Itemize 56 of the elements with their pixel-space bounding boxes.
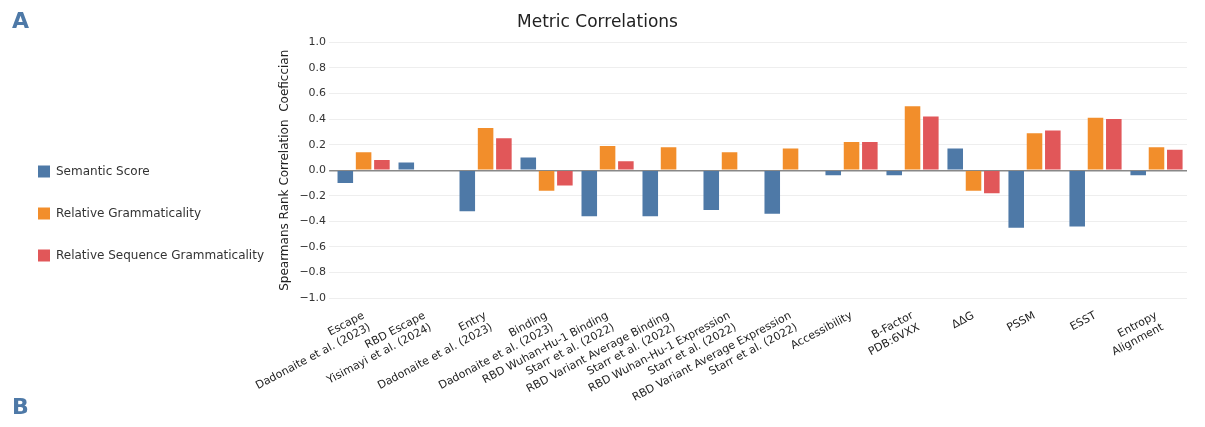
bar xyxy=(923,116,939,170)
bar xyxy=(862,142,878,170)
bar xyxy=(764,171,781,214)
bar xyxy=(825,171,842,176)
bar xyxy=(477,128,494,170)
bar xyxy=(703,171,720,210)
bar xyxy=(782,148,799,170)
y-tick-label: −0.2 xyxy=(299,188,327,202)
bar xyxy=(904,106,921,170)
y-tick-label: 0.6 xyxy=(308,86,327,100)
y-tick-label: 1.0 xyxy=(308,35,327,49)
bar xyxy=(642,171,659,217)
bar xyxy=(581,171,598,217)
bar xyxy=(1087,117,1104,170)
text: A xyxy=(12,8,30,33)
bar xyxy=(599,145,616,170)
bar xyxy=(538,171,555,191)
bar xyxy=(1130,171,1146,176)
bar xyxy=(1008,171,1024,228)
bar xyxy=(1045,130,1061,170)
bar xyxy=(660,147,677,170)
bar xyxy=(886,171,903,176)
bar xyxy=(618,161,634,170)
legend-label: Relative Sequence Grammaticality xyxy=(56,247,264,262)
bar xyxy=(520,157,537,170)
text: B xyxy=(12,394,29,419)
bar xyxy=(984,171,1000,194)
x-tick-label: ΔΔG xyxy=(949,308,977,332)
bar xyxy=(337,171,354,184)
bar xyxy=(1069,171,1085,227)
y-tick-label: −0.8 xyxy=(299,265,327,279)
legend-label: Semantic Score xyxy=(56,163,150,178)
bar xyxy=(1106,119,1122,170)
chart-title: Metric Correlations xyxy=(517,10,679,31)
y-tick-label: −0.6 xyxy=(299,239,327,253)
bar xyxy=(1148,147,1165,170)
y-tick-label: 0.8 xyxy=(308,60,327,74)
bar xyxy=(398,162,415,170)
legend-label: Relative Grammaticality xyxy=(56,205,201,220)
y-tick-label: −1.0 xyxy=(299,290,327,304)
bar xyxy=(496,138,512,170)
y-tick-label: 0.4 xyxy=(308,111,327,125)
y-tick-label: 0.0 xyxy=(308,163,327,177)
bar xyxy=(374,160,390,170)
y-axis-title: Spearmans Rank Correlation Coeficcian xyxy=(277,49,292,291)
y-tick-label: 0.2 xyxy=(308,137,327,151)
bar xyxy=(1026,133,1043,170)
bar xyxy=(355,152,372,170)
bar xyxy=(557,171,573,186)
bar xyxy=(965,171,982,191)
bar xyxy=(721,152,738,170)
bar xyxy=(947,148,964,170)
bar xyxy=(843,142,860,170)
bar xyxy=(459,171,476,212)
bar xyxy=(1167,149,1183,170)
y-tick-label: −0.4 xyxy=(299,214,327,228)
